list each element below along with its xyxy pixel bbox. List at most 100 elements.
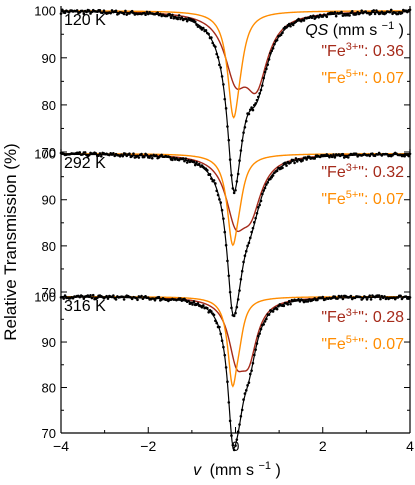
panel-2-data-point xyxy=(298,300,302,303)
panel-0-data-point xyxy=(373,12,377,16)
panel-1-data-point xyxy=(257,206,260,209)
panel-0-data-point xyxy=(333,11,337,14)
panel-0-temperature: 120 K xyxy=(64,12,106,29)
panel-1-data-point xyxy=(128,152,131,155)
panel-2-data-point xyxy=(62,297,65,300)
panel-2-data-point xyxy=(248,372,252,376)
panel-0-data-point xyxy=(400,11,404,15)
panel-0-data-point xyxy=(224,107,228,110)
panel-2-data-point xyxy=(340,294,343,298)
panel-1-data-point xyxy=(240,269,244,273)
panel-1-data-point xyxy=(142,155,146,159)
panel-1-data-point xyxy=(168,155,172,159)
panel-0-data-point xyxy=(67,11,71,14)
panel-2-data-point xyxy=(265,317,268,321)
panel-0-data-point xyxy=(210,36,213,39)
panel-0-data-point xyxy=(325,15,329,19)
panel-2-data-point xyxy=(259,327,263,331)
panel-1-data-point xyxy=(346,156,350,159)
qs-header-exp: −1 xyxy=(382,20,395,32)
panel-0-data-point xyxy=(291,23,295,27)
panel-2-data-point xyxy=(383,295,386,298)
panel-2-data-point xyxy=(232,448,236,452)
panel-0-data-point xyxy=(340,10,343,14)
panel-2-data-point xyxy=(244,389,248,392)
panel-2-data-point xyxy=(215,321,219,325)
panel-0-data-point xyxy=(220,75,224,78)
panel-0-data-point xyxy=(201,26,205,30)
panel-0-data-point xyxy=(279,33,283,37)
panel-2-data-point xyxy=(365,298,369,301)
panel-0-data-point xyxy=(109,11,112,15)
panel-1-data-point xyxy=(228,290,232,294)
panel-2-data-point xyxy=(91,293,95,297)
panel-1-data-point xyxy=(99,154,103,158)
panel-0-ytick-label-100: 100 xyxy=(34,4,56,19)
panel-2-data-point xyxy=(271,310,275,313)
panel-0-data-point xyxy=(218,63,221,67)
panel-2-data-point xyxy=(106,297,110,300)
panel-0-data-point xyxy=(75,9,79,12)
panel-2-data-point xyxy=(214,319,217,323)
panel-2-ytick-label-90: 90 xyxy=(42,335,56,350)
panel-0-data-point xyxy=(270,49,274,53)
panel-1-data-point xyxy=(94,152,98,155)
panel-1-data-point xyxy=(242,260,245,264)
x-axis-title: v (mm s −1 ) xyxy=(193,456,281,479)
panel-2-data-point xyxy=(187,299,190,303)
panel-0-data-point xyxy=(356,10,359,14)
panel-1-data-point xyxy=(230,306,233,310)
panel-1-data-point xyxy=(238,289,241,292)
panel-0-data-point xyxy=(63,11,67,15)
panel-0-data-point xyxy=(302,19,306,22)
panel-0-data-point xyxy=(312,14,315,18)
panel-2-data-point xyxy=(246,384,249,387)
panel-2-fe5-label: "Fe5+": 0.07 xyxy=(321,334,404,353)
panel-2-data-point xyxy=(239,414,243,418)
panel-1-data-point xyxy=(184,157,188,160)
panel-0-data-point xyxy=(372,9,376,12)
panel-2-data-point xyxy=(262,323,265,326)
panel-1-temperature: 292 K xyxy=(64,155,106,172)
panel-1-data-point xyxy=(239,277,243,281)
panel-1-data-point xyxy=(243,254,247,258)
panel-0-data-point xyxy=(176,17,180,21)
panel-0-data-point xyxy=(122,12,126,16)
panel-1-ytick-label-70: 70 xyxy=(42,285,56,300)
panel-1-data-point xyxy=(355,152,358,156)
panel-0-data-point xyxy=(226,125,229,128)
panel-0-data-point xyxy=(124,9,127,13)
panel-0-data-point xyxy=(389,8,393,12)
panel-1-data-point xyxy=(313,157,317,160)
panel-1-data-point xyxy=(227,274,231,278)
panel-2-data-point xyxy=(238,423,241,426)
panel-1-data-point xyxy=(332,153,335,156)
panel-0-data-point xyxy=(289,24,292,28)
panel-1-ytick-label-90: 90 xyxy=(42,193,56,208)
panel-2-data-point xyxy=(179,297,182,300)
panel-1-data-point xyxy=(328,155,331,159)
panel-1-data-point xyxy=(224,243,228,247)
panel-0-data-point xyxy=(184,17,188,21)
panel-1-data-point xyxy=(291,158,295,162)
panel-0-data-point xyxy=(85,10,88,14)
panel-2-data-point xyxy=(377,294,381,297)
x-axis-unit: (mm s xyxy=(210,462,254,479)
panel-0-data-point xyxy=(317,15,321,19)
panel-0-data-point xyxy=(369,12,373,15)
panel-1-ytick-label-80: 80 xyxy=(42,239,56,254)
panel-0-data-point xyxy=(248,108,252,112)
panel-0-data-point xyxy=(101,11,104,15)
qs-header: QS (mm s −1 ) xyxy=(305,16,404,39)
panel-0-data-point xyxy=(102,9,106,13)
panel-1-data-point xyxy=(246,244,249,248)
x-axis-unit-exp: −1 xyxy=(259,460,272,472)
panel-2-data-point xyxy=(89,293,92,297)
panel-0-data-point xyxy=(81,9,84,13)
panel-0-data-point xyxy=(243,125,247,129)
panel-2-data-point xyxy=(359,295,362,299)
panel-0-fe3-label: "Fe3+": 0.36 xyxy=(321,41,404,60)
panel-1-data-point xyxy=(295,160,299,163)
panel-0-data-point xyxy=(144,13,147,17)
